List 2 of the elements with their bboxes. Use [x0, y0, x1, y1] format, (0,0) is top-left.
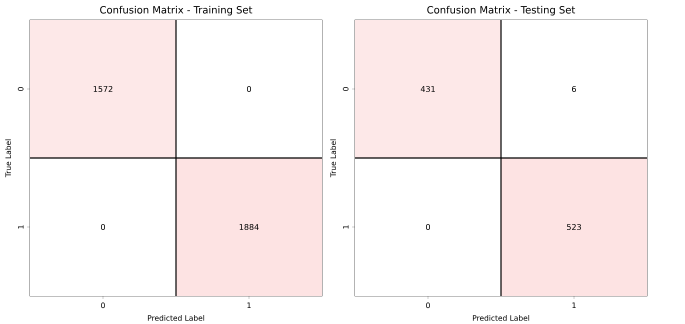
- chart-title: Confusion Matrix - Testing Set: [427, 6, 576, 16]
- chart-title: Confusion Matrix - Training Set: [100, 6, 252, 16]
